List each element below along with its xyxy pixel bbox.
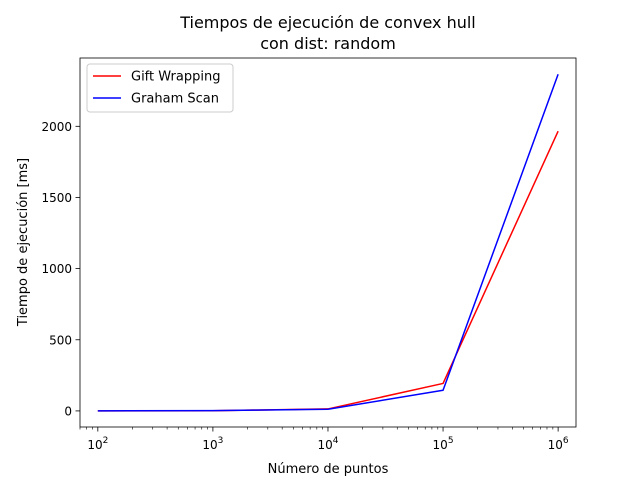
y-tick-label: 1000 xyxy=(41,262,72,276)
chart-title-line-1: Tiempos de ejecución de convex hull xyxy=(179,13,476,32)
x-tick-label: 105 xyxy=(433,436,454,452)
x-tick-label: 106 xyxy=(548,436,569,452)
legend-label-2: Graham Scan xyxy=(131,92,219,107)
axis-ticks: 102 103 104 105 106 0 500 1000 1500 2000 xyxy=(41,120,568,452)
plot-lines xyxy=(97,73,559,412)
plot-frame xyxy=(79,57,577,428)
x-axis-label: Número de puntos xyxy=(268,462,389,477)
chart-title-line-2: con dist: random xyxy=(260,34,396,53)
y-tick-label: 2000 xyxy=(41,120,72,134)
legend: Gift Wrapping Graham Scan xyxy=(86,63,234,113)
x-tick-label: 102 xyxy=(87,436,108,452)
x-tick-label: 104 xyxy=(317,436,338,452)
y-tick-label: 0 xyxy=(64,404,72,418)
y-tick-label: 1500 xyxy=(41,191,72,205)
legend-label-1: Gift Wrapping xyxy=(131,70,220,85)
legend-box xyxy=(86,63,234,113)
y-axis-label: Tiempo de ejecución [ms] xyxy=(16,158,31,327)
series-line-1 xyxy=(97,130,559,412)
x-tick-label: 103 xyxy=(202,436,223,452)
series-line-2 xyxy=(97,73,559,412)
y-tick-label: 500 xyxy=(49,333,72,347)
